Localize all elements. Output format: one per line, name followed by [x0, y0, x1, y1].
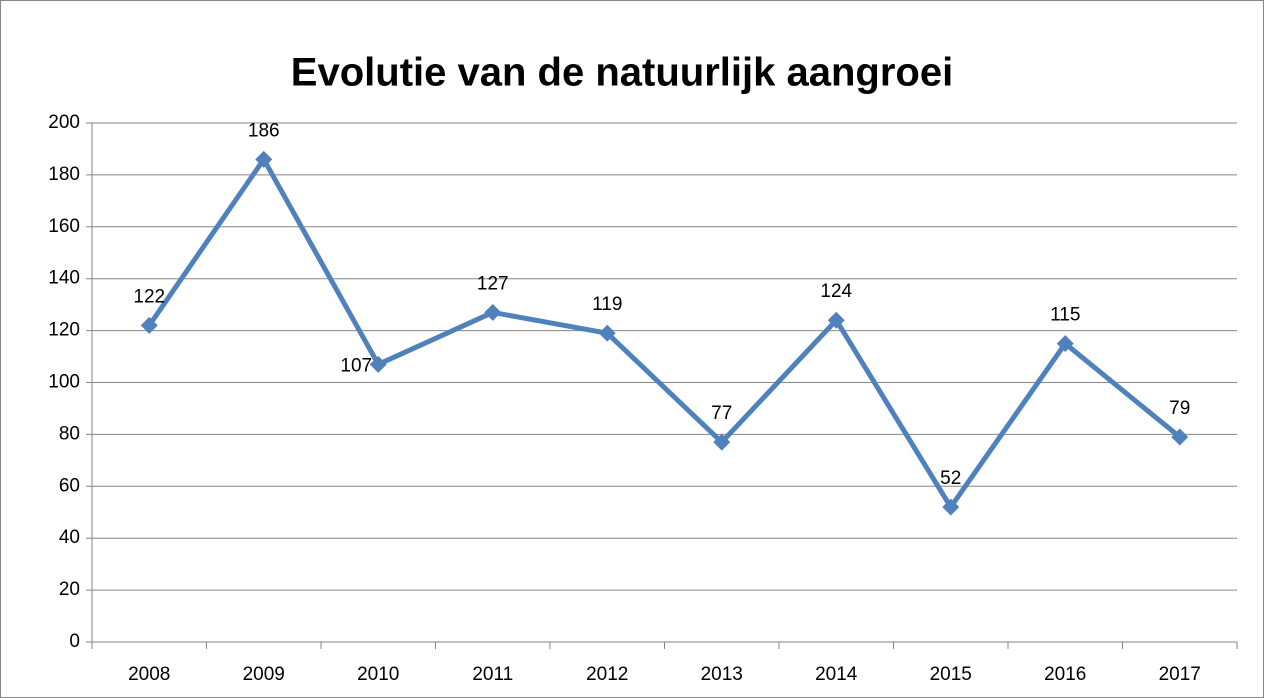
y-tick-label: 20	[59, 579, 80, 600]
x-tick-label: 2012	[586, 664, 628, 685]
data-label: 115	[1050, 305, 1080, 326]
marker	[484, 303, 502, 321]
marker	[598, 324, 616, 342]
x-tick-label: 2011	[472, 664, 513, 685]
y-tick-label: 160	[48, 216, 80, 237]
x-tick-label: 2013	[701, 664, 743, 685]
data-label: 79	[1169, 398, 1190, 419]
y-tick-label: 100	[48, 372, 80, 393]
data-label: 77	[711, 403, 732, 424]
x-tick-label: 2017	[1159, 664, 1201, 685]
marker	[255, 150, 273, 168]
data-label: 52	[940, 468, 961, 489]
marker	[713, 433, 731, 451]
marker	[369, 355, 387, 373]
y-tick-label: 200	[48, 112, 80, 133]
data-line	[147, 156, 1182, 510]
y-tick-label: 60	[59, 475, 80, 496]
data-label: 124	[820, 281, 852, 302]
y-tick-label: 80	[59, 423, 80, 444]
y-tick-label: 120	[48, 320, 80, 341]
y-tick-label: 180	[48, 164, 80, 185]
marker	[942, 498, 960, 516]
y-tick-label: 140	[48, 268, 80, 289]
data-label: 127	[477, 273, 509, 294]
x-tick-label: 2008	[128, 664, 170, 685]
x-tick-label: 2010	[357, 664, 399, 685]
data-label: 119	[592, 294, 622, 315]
marker	[827, 311, 845, 329]
x-tick-label: 2014	[815, 664, 858, 685]
x-tick-label: 2009	[243, 664, 285, 685]
x-tick-label: 2015	[930, 664, 972, 685]
data-label: 186	[248, 120, 280, 141]
y-tick-label: 40	[59, 527, 80, 548]
marker	[140, 316, 158, 334]
data-label: 107	[340, 355, 372, 376]
y-tick-label: 0	[69, 631, 80, 652]
x-tick-label: 2016	[1044, 664, 1086, 685]
data-label: 122	[133, 286, 165, 307]
chart-title: Evolutie van de natuurlijk aangroei	[291, 51, 953, 95]
